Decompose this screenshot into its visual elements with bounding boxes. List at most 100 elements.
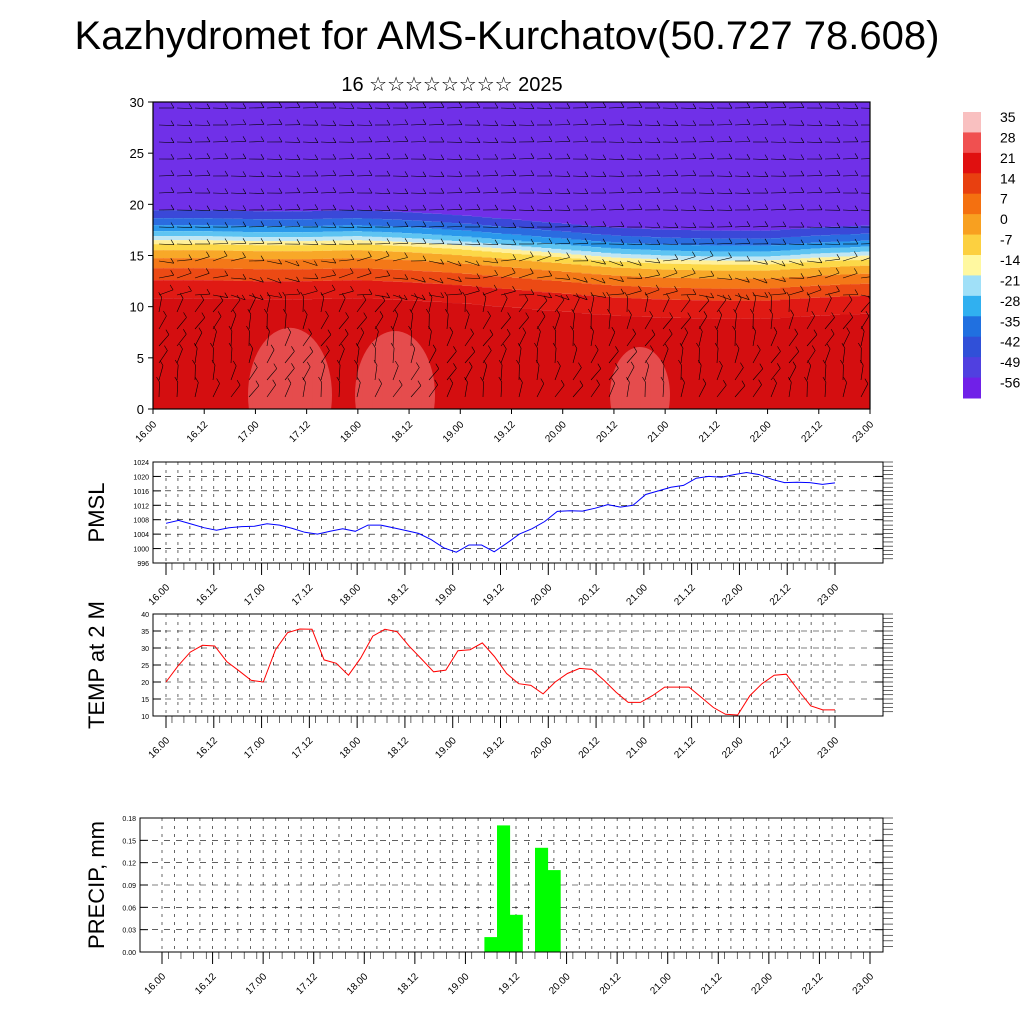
wind-barb-flag: [372, 342, 376, 349]
wind-barb-flag: [375, 326, 379, 332]
temperature-band: [710, 260, 722, 265]
wind-barb: [338, 226, 355, 228]
wind-barb-flag: [321, 360, 326, 366]
wind-barb: [590, 294, 606, 298]
wind-barb: [356, 226, 373, 228]
wind-barb: [734, 385, 746, 398]
wind-barb: [320, 226, 337, 228]
temperature-band: [232, 231, 244, 237]
wind-barb-flag: [489, 329, 494, 335]
wind-barb: [302, 333, 312, 347]
wind-barb-flag: [818, 102, 823, 109]
wind-barb: [698, 383, 707, 398]
temperature-band: [192, 210, 204, 219]
colorbar-label: -21: [1000, 272, 1020, 288]
wind-barb: [842, 382, 847, 398]
temperature-band: [411, 227, 423, 234]
wind-barb-flag: [464, 377, 468, 383]
wind-barb: [806, 297, 811, 313]
temperature-band: [242, 226, 254, 233]
temperature-band: [551, 262, 562, 271]
wind-barb: [806, 274, 822, 279]
wind-barb-flag: [674, 222, 679, 228]
wind-barb-flag: [674, 239, 679, 245]
wind-barb: [230, 299, 241, 313]
wind-barb-flag: [818, 170, 823, 176]
wind-barb-flag: [800, 260, 804, 266]
temperature-band: [411, 233, 423, 239]
temperature-band: [421, 221, 433, 229]
wind-barb: [788, 351, 800, 364]
wind-barb-flag: [873, 153, 876, 158]
wind-barb: [824, 381, 827, 398]
wind-barb-flag: [571, 308, 575, 315]
wind-barb-flag: [278, 102, 283, 108]
temperature-band: [750, 288, 762, 301]
temperature-band: [750, 238, 762, 246]
temperature-band: [471, 264, 483, 275]
temperature-band: [461, 249, 473, 256]
wind-barb: [536, 255, 552, 262]
temperature-band: [780, 237, 791, 245]
wind-barb-flag: [404, 274, 409, 280]
temperature-band: [302, 219, 313, 227]
wind-barb-flag: [332, 153, 337, 160]
temperature-band: [431, 301, 443, 409]
wind-barb: [446, 293, 463, 296]
wind-barb: [320, 274, 336, 279]
wind-barb: [248, 348, 253, 364]
temperature-band: [750, 318, 762, 409]
y-tick-label: 5: [137, 351, 144, 366]
panel-frame: [152, 461, 884, 564]
wind-barb-flag: [512, 170, 517, 176]
wind-barb-flag: [836, 137, 841, 143]
temperature-band: [441, 102, 453, 215]
wind-barb: [518, 124, 535, 126]
wind-barb-flag: [764, 259, 768, 265]
wind-barb-flag: [206, 153, 211, 159]
temperature-band: [700, 230, 712, 239]
wind-barb-flag: [836, 103, 841, 109]
temperature-band: [840, 274, 851, 285]
temperature-band: [561, 249, 572, 254]
wind-barb: [806, 175, 823, 177]
temperature-band: [441, 240, 453, 245]
temperature-band: [491, 258, 503, 267]
colorbar-label: 0: [1000, 211, 1008, 227]
temperature-band: [342, 244, 353, 251]
x-tick-label: 22.12: [800, 971, 826, 997]
temperature-band: [690, 251, 702, 257]
temperature-band: [252, 211, 264, 220]
wind-barb: [680, 226, 697, 228]
temperature-band: [601, 226, 612, 235]
wind-barb: [446, 351, 457, 364]
wind-barb-flag: [470, 328, 474, 334]
colorbar-label: 35: [1000, 109, 1016, 125]
wind-barb: [212, 383, 220, 398]
temperature-band: [720, 288, 732, 301]
temperature-band: [282, 219, 294, 227]
wind-barb-flag: [800, 120, 805, 126]
wind-barb-flag: [530, 251, 534, 257]
wind-barb-flag: [440, 292, 445, 298]
wind-barb-flag: [818, 239, 823, 245]
wind-barb-flag: [512, 120, 517, 126]
temperature-band: [710, 318, 722, 409]
wind-barb: [482, 334, 494, 347]
colorbar-swatch: [963, 255, 981, 276]
wind-barb-flag: [480, 376, 484, 383]
wind-barb: [446, 332, 454, 347]
temperature-band: [182, 250, 194, 259]
wind-barb: [842, 158, 859, 160]
wind-barb: [554, 299, 565, 313]
y-tick-label: 0.18: [122, 816, 136, 823]
wind-barb-flag: [332, 239, 337, 245]
temperature-band: [561, 238, 572, 245]
wind-barb: [320, 243, 337, 245]
wind-barb: [464, 296, 466, 313]
temperature-band: [800, 276, 811, 287]
temperature-band: [770, 102, 781, 231]
wind-barb-flag: [440, 119, 445, 125]
temperature-band: [780, 269, 791, 278]
wind-barb-flag: [232, 309, 237, 316]
